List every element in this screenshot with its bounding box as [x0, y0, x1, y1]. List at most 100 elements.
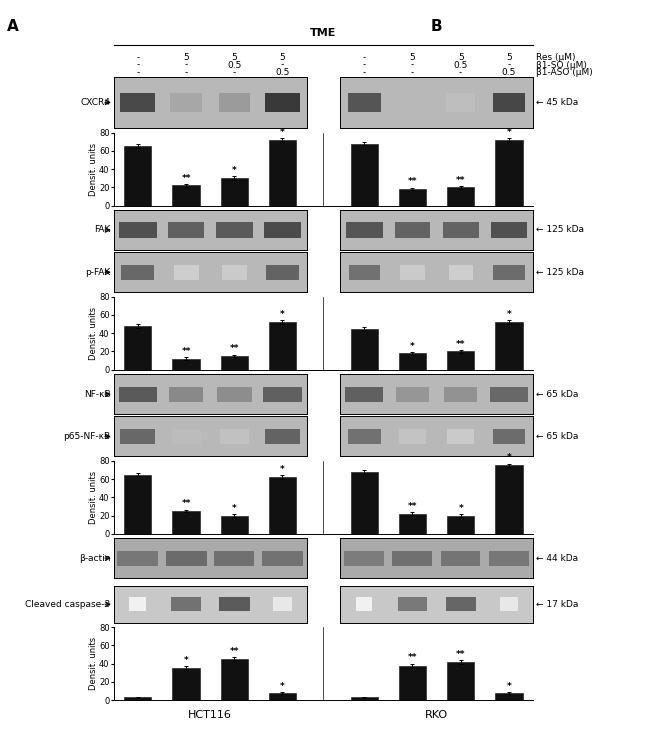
Bar	[171, 597, 201, 611]
Text: ← 65 kDa: ← 65 kDa	[536, 390, 578, 399]
Bar	[124, 698, 151, 700]
Text: ← 65 kDa: ← 65 kDa	[536, 432, 578, 441]
Bar	[495, 322, 523, 370]
Bar	[350, 143, 378, 205]
Bar	[264, 223, 302, 238]
Bar	[220, 659, 248, 700]
Bar	[168, 223, 204, 238]
Text: 5: 5	[280, 53, 285, 62]
Text: Cleaved caspase-3: Cleaved caspase-3	[25, 600, 110, 609]
Bar	[489, 551, 529, 565]
Bar	[344, 551, 384, 565]
Text: -: -	[363, 68, 366, 77]
Text: -: -	[363, 53, 366, 62]
Text: *: *	[410, 341, 415, 350]
Bar	[274, 597, 292, 611]
Text: HCT116: HCT116	[188, 710, 232, 720]
Bar	[262, 551, 303, 565]
Text: **: **	[181, 499, 191, 508]
Text: -: -	[136, 53, 140, 62]
Bar	[399, 666, 426, 700]
Bar	[398, 597, 427, 611]
Bar	[447, 515, 474, 534]
Bar	[220, 515, 248, 534]
Bar	[445, 386, 477, 402]
Bar	[447, 662, 474, 700]
Bar	[169, 386, 203, 402]
Bar	[217, 386, 252, 402]
Bar	[269, 693, 296, 700]
Text: 5: 5	[410, 53, 415, 62]
Bar	[263, 386, 302, 402]
Text: *: *	[232, 166, 237, 175]
Text: -: -	[363, 61, 366, 69]
Text: TME: TME	[310, 28, 337, 38]
Bar	[129, 597, 146, 611]
Text: **: **	[456, 176, 465, 185]
Text: -: -	[136, 68, 140, 77]
Text: B: B	[431, 19, 443, 34]
Bar	[214, 551, 254, 565]
Text: 0.5: 0.5	[502, 68, 516, 77]
Bar	[396, 386, 429, 402]
Bar	[493, 429, 525, 444]
Bar	[399, 189, 426, 205]
Bar	[220, 429, 249, 444]
Bar	[399, 353, 426, 370]
Text: **: **	[408, 654, 417, 663]
Text: *: *	[458, 504, 463, 513]
Bar	[170, 93, 202, 112]
Bar	[124, 474, 151, 534]
Text: **: **	[408, 177, 417, 186]
Bar	[118, 551, 159, 565]
Text: 0.5: 0.5	[276, 68, 290, 77]
Bar	[350, 698, 378, 700]
Text: *: *	[280, 310, 285, 319]
Text: β1-ASO (μM): β1-ASO (μM)	[536, 68, 593, 77]
Bar	[345, 386, 383, 402]
Y-axis label: Densit. units: Densit. units	[88, 637, 98, 690]
Text: -: -	[185, 68, 188, 77]
Bar	[399, 514, 426, 534]
Text: ← 44 kDa: ← 44 kDa	[536, 554, 578, 562]
Bar	[398, 93, 427, 112]
Y-axis label: Densit. units: Densit. units	[88, 471, 98, 524]
Bar	[446, 93, 475, 112]
Text: *: *	[232, 504, 237, 513]
Bar	[350, 329, 378, 370]
Text: *: *	[280, 128, 285, 137]
Bar	[490, 386, 528, 402]
Bar	[269, 322, 296, 370]
Bar	[393, 551, 432, 565]
Text: CXCR4: CXCR4	[81, 98, 110, 107]
Text: **: **	[229, 647, 239, 656]
Bar	[266, 264, 299, 280]
Text: 5: 5	[458, 53, 463, 62]
Bar	[124, 146, 151, 205]
Text: ← 45 kDa: ← 45 kDa	[536, 98, 578, 107]
Bar	[348, 93, 381, 112]
Y-axis label: Densit. units: Densit. units	[88, 143, 98, 196]
Bar	[495, 693, 523, 700]
Bar	[493, 93, 525, 112]
Bar	[500, 597, 517, 611]
Bar	[491, 223, 527, 238]
Text: **: **	[456, 340, 465, 349]
Bar	[120, 93, 155, 112]
Bar	[443, 223, 478, 238]
Text: ← 17 kDa: ← 17 kDa	[536, 600, 578, 609]
Bar	[172, 511, 200, 534]
Bar	[265, 429, 300, 444]
Text: **: **	[408, 502, 417, 511]
Text: -: -	[233, 68, 236, 77]
Text: β1-SO (μM): β1-SO (μM)	[536, 61, 587, 69]
Text: -: -	[411, 68, 414, 77]
Bar	[120, 429, 155, 444]
Text: -: -	[411, 61, 414, 69]
Y-axis label: Densit. units: Densit. units	[88, 306, 98, 360]
Text: *: *	[280, 681, 285, 691]
Text: A: A	[6, 19, 18, 34]
Text: *: *	[506, 681, 512, 691]
Bar	[398, 429, 426, 444]
Bar	[119, 223, 157, 238]
